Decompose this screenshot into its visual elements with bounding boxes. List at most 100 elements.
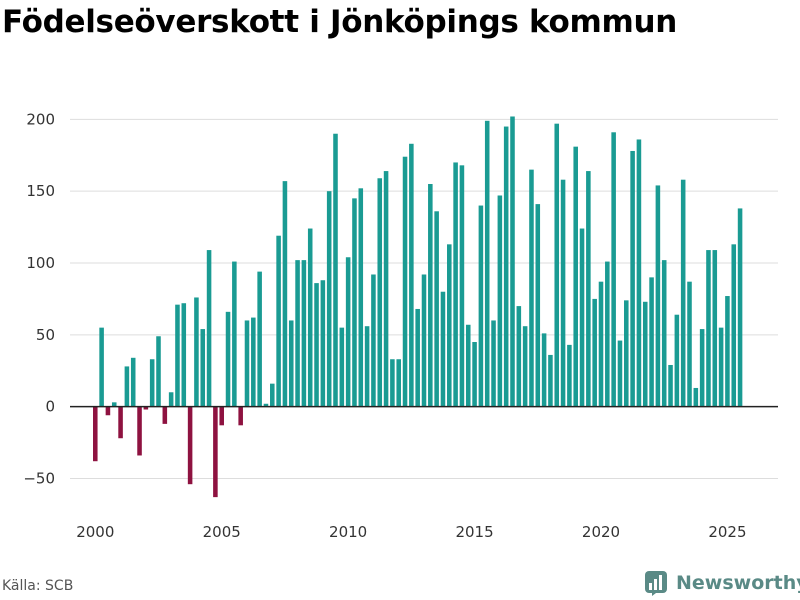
bar: [149, 359, 155, 407]
bar: [168, 392, 174, 407]
y-tick-label: 200: [26, 110, 55, 128]
bar: [105, 406, 111, 416]
bar: [522, 326, 528, 407]
chart-title: Födelseöverskott i Jönköpings kommun: [2, 4, 678, 40]
bar: [484, 120, 490, 407]
bar: [244, 320, 250, 407]
y-axis-ticks: −50 0 50 100 150 200: [23, 110, 55, 487]
bar: [390, 359, 395, 407]
bar: [586, 171, 591, 407]
bar: [605, 261, 610, 407]
bars: [93, 116, 743, 498]
brand-logo: Newsworthy: [644, 570, 800, 596]
bar: [301, 260, 307, 407]
bar: [548, 354, 553, 407]
bar: [352, 198, 357, 407]
bar: [447, 244, 452, 407]
bar: [472, 342, 477, 407]
bar: [503, 126, 509, 407]
newsworthy-logo-icon: [645, 571, 667, 596]
bar: [232, 261, 237, 407]
bar: [497, 195, 503, 407]
bar: [383, 171, 389, 407]
bar: [270, 383, 275, 407]
bar: [617, 340, 623, 407]
bar: [314, 283, 319, 407]
bar: [263, 403, 269, 407]
bar: [295, 260, 300, 407]
bar: [409, 143, 414, 407]
bar: [636, 139, 642, 407]
bar: [364, 326, 370, 407]
bar: [453, 162, 458, 407]
bar: [655, 185, 661, 407]
bar: [661, 260, 667, 407]
bar: [371, 274, 376, 407]
bar: [194, 297, 199, 407]
bar: [118, 406, 123, 439]
bar: [491, 320, 496, 407]
bar: [712, 250, 718, 407]
bar: [516, 306, 522, 407]
bar: [706, 250, 711, 407]
source-note: Källa: SCB: [2, 578, 74, 594]
bar: [225, 311, 231, 407]
bar: [111, 402, 117, 407]
bar: [554, 123, 560, 407]
bar: [465, 324, 471, 407]
bar: [238, 406, 243, 426]
bar: [598, 281, 604, 407]
bar: [99, 327, 104, 407]
bar: [396, 359, 401, 407]
bar: [693, 387, 699, 407]
bar: [560, 179, 566, 407]
bar: [573, 146, 578, 407]
bar: [181, 303, 187, 407]
bar: [440, 291, 446, 407]
bar: [175, 304, 180, 407]
bar: [579, 228, 585, 407]
bar: [699, 329, 705, 407]
bar: [187, 406, 193, 485]
bar: [358, 188, 364, 407]
bar: [567, 344, 572, 407]
bar: [624, 300, 629, 407]
bar: [288, 320, 294, 407]
bar: [529, 169, 534, 407]
bar: [282, 181, 288, 407]
bar: [213, 406, 218, 498]
y-tick-label: 0: [45, 398, 55, 416]
bar: [276, 235, 281, 407]
x-tick-label: 2010: [329, 523, 367, 541]
bar: [339, 327, 345, 407]
bar: [541, 333, 547, 407]
bar: [162, 406, 168, 424]
bar: [725, 296, 730, 407]
bar: [257, 271, 262, 407]
bar: [251, 317, 256, 407]
bar: [156, 336, 161, 407]
y-tick-label: 50: [36, 326, 55, 344]
bar: [718, 327, 724, 407]
bar: [611, 132, 616, 407]
x-tick-label: 2005: [203, 523, 241, 541]
bar: [649, 277, 654, 407]
x-tick-label: 2020: [582, 523, 620, 541]
bar: [478, 205, 484, 407]
brand-name: Newsworthy: [676, 572, 800, 594]
x-tick-label: 2000: [76, 523, 114, 541]
bar: [206, 250, 212, 407]
bar: [130, 357, 136, 407]
bar: [307, 228, 313, 407]
bar: [510, 116, 515, 407]
y-tick-label: 100: [26, 254, 55, 272]
bar: [93, 406, 98, 462]
bar: [630, 150, 635, 407]
bar: [377, 178, 383, 407]
x-tick-label: 2015: [455, 523, 493, 541]
bar: [592, 298, 597, 407]
bar: [143, 406, 149, 410]
bar: [326, 191, 332, 407]
bar: [200, 329, 206, 407]
